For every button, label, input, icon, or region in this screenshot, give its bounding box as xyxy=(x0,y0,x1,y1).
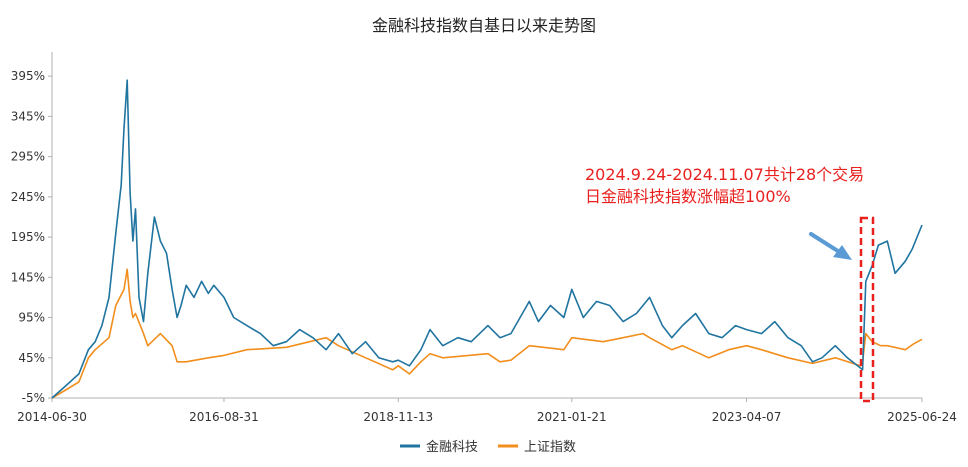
series-line-shanghai-index xyxy=(51,268,923,399)
y-tick-label: 345% xyxy=(11,109,45,123)
y-tick-label: 45% xyxy=(18,351,45,365)
y-tick-label: 195% xyxy=(11,230,45,244)
x-tick-label: 2021-01-21 xyxy=(537,410,607,424)
x-tick-label: 2018-11-13 xyxy=(363,410,433,424)
legend-label-shanghai-index: 上证指数 xyxy=(524,440,576,455)
annotation-arrow xyxy=(809,232,852,260)
x-axis-ticks: 2014-06-30 2016-08-31 2018-11-13 2021-01-21… xyxy=(17,398,957,424)
x-tick-label: 2016-08-31 xyxy=(189,410,259,424)
legend-label-financial-tech: 金融科技 xyxy=(426,439,478,455)
series-line-financial-tech xyxy=(51,79,923,399)
x-tick-label: 2014-06-30 xyxy=(17,410,87,424)
y-axis-ticks: -5% 45% 95% 145% 195% 245% 295% 345% 395% xyxy=(11,69,52,405)
series-layer xyxy=(51,79,923,399)
y-tick-label: -5% xyxy=(22,391,45,405)
chart-title: 金融科技指数自基日以来走势图 xyxy=(372,16,596,35)
legend: 金融科技 上证指数 xyxy=(400,439,576,455)
y-tick-label: 395% xyxy=(11,69,45,83)
y-tick-label: 95% xyxy=(18,311,45,325)
x-tick-label: 2023-04-07 xyxy=(712,410,782,424)
annotation-line-2: 日金融科技指数涨幅超100% xyxy=(585,187,791,206)
y-tick-label: 295% xyxy=(11,150,45,164)
x-tick-label: 2025-06-24 xyxy=(887,410,957,424)
y-tick-label: 245% xyxy=(11,190,45,204)
annotation-line-1: 2024.9.24-2024.11.07共计28个交易 xyxy=(585,165,864,184)
y-tick-label: 145% xyxy=(11,270,45,284)
highlight-box xyxy=(859,216,875,403)
